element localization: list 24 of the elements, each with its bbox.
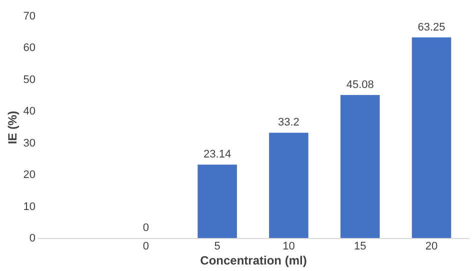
- y-tick-label: 70: [23, 10, 36, 22]
- y-axis-title: IE (%): [5, 110, 20, 144]
- y-tick-label: 50: [23, 74, 36, 86]
- y-tick-label: 20: [23, 169, 36, 182]
- y-tick-label: 60: [23, 42, 36, 54]
- bar: [269, 132, 308, 238]
- data-label: 63.25: [418, 21, 446, 34]
- y-tick-label: 10: [23, 200, 36, 213]
- bar: [412, 37, 452, 238]
- x-tick-label: 20: [425, 240, 438, 252]
- y-tick-label: 40: [23, 106, 36, 118]
- bar: [340, 95, 380, 238]
- x-tick-label: 0: [142, 240, 149, 252]
- x-axis-title: Concentration (ml): [200, 254, 307, 268]
- x-tick-label: 10: [282, 240, 295, 252]
- x-tick-label: 15: [354, 240, 366, 252]
- data-label: 23.14: [204, 148, 232, 161]
- data-label: 0: [142, 222, 149, 234]
- data-label: 45.08: [346, 79, 374, 92]
- y-tick-label: 0: [29, 232, 36, 244]
- data-label: 33.2: [278, 116, 300, 129]
- bar: [198, 164, 237, 238]
- x-tick-label: 5: [214, 240, 220, 252]
- y-tick-label: 30: [23, 137, 36, 150]
